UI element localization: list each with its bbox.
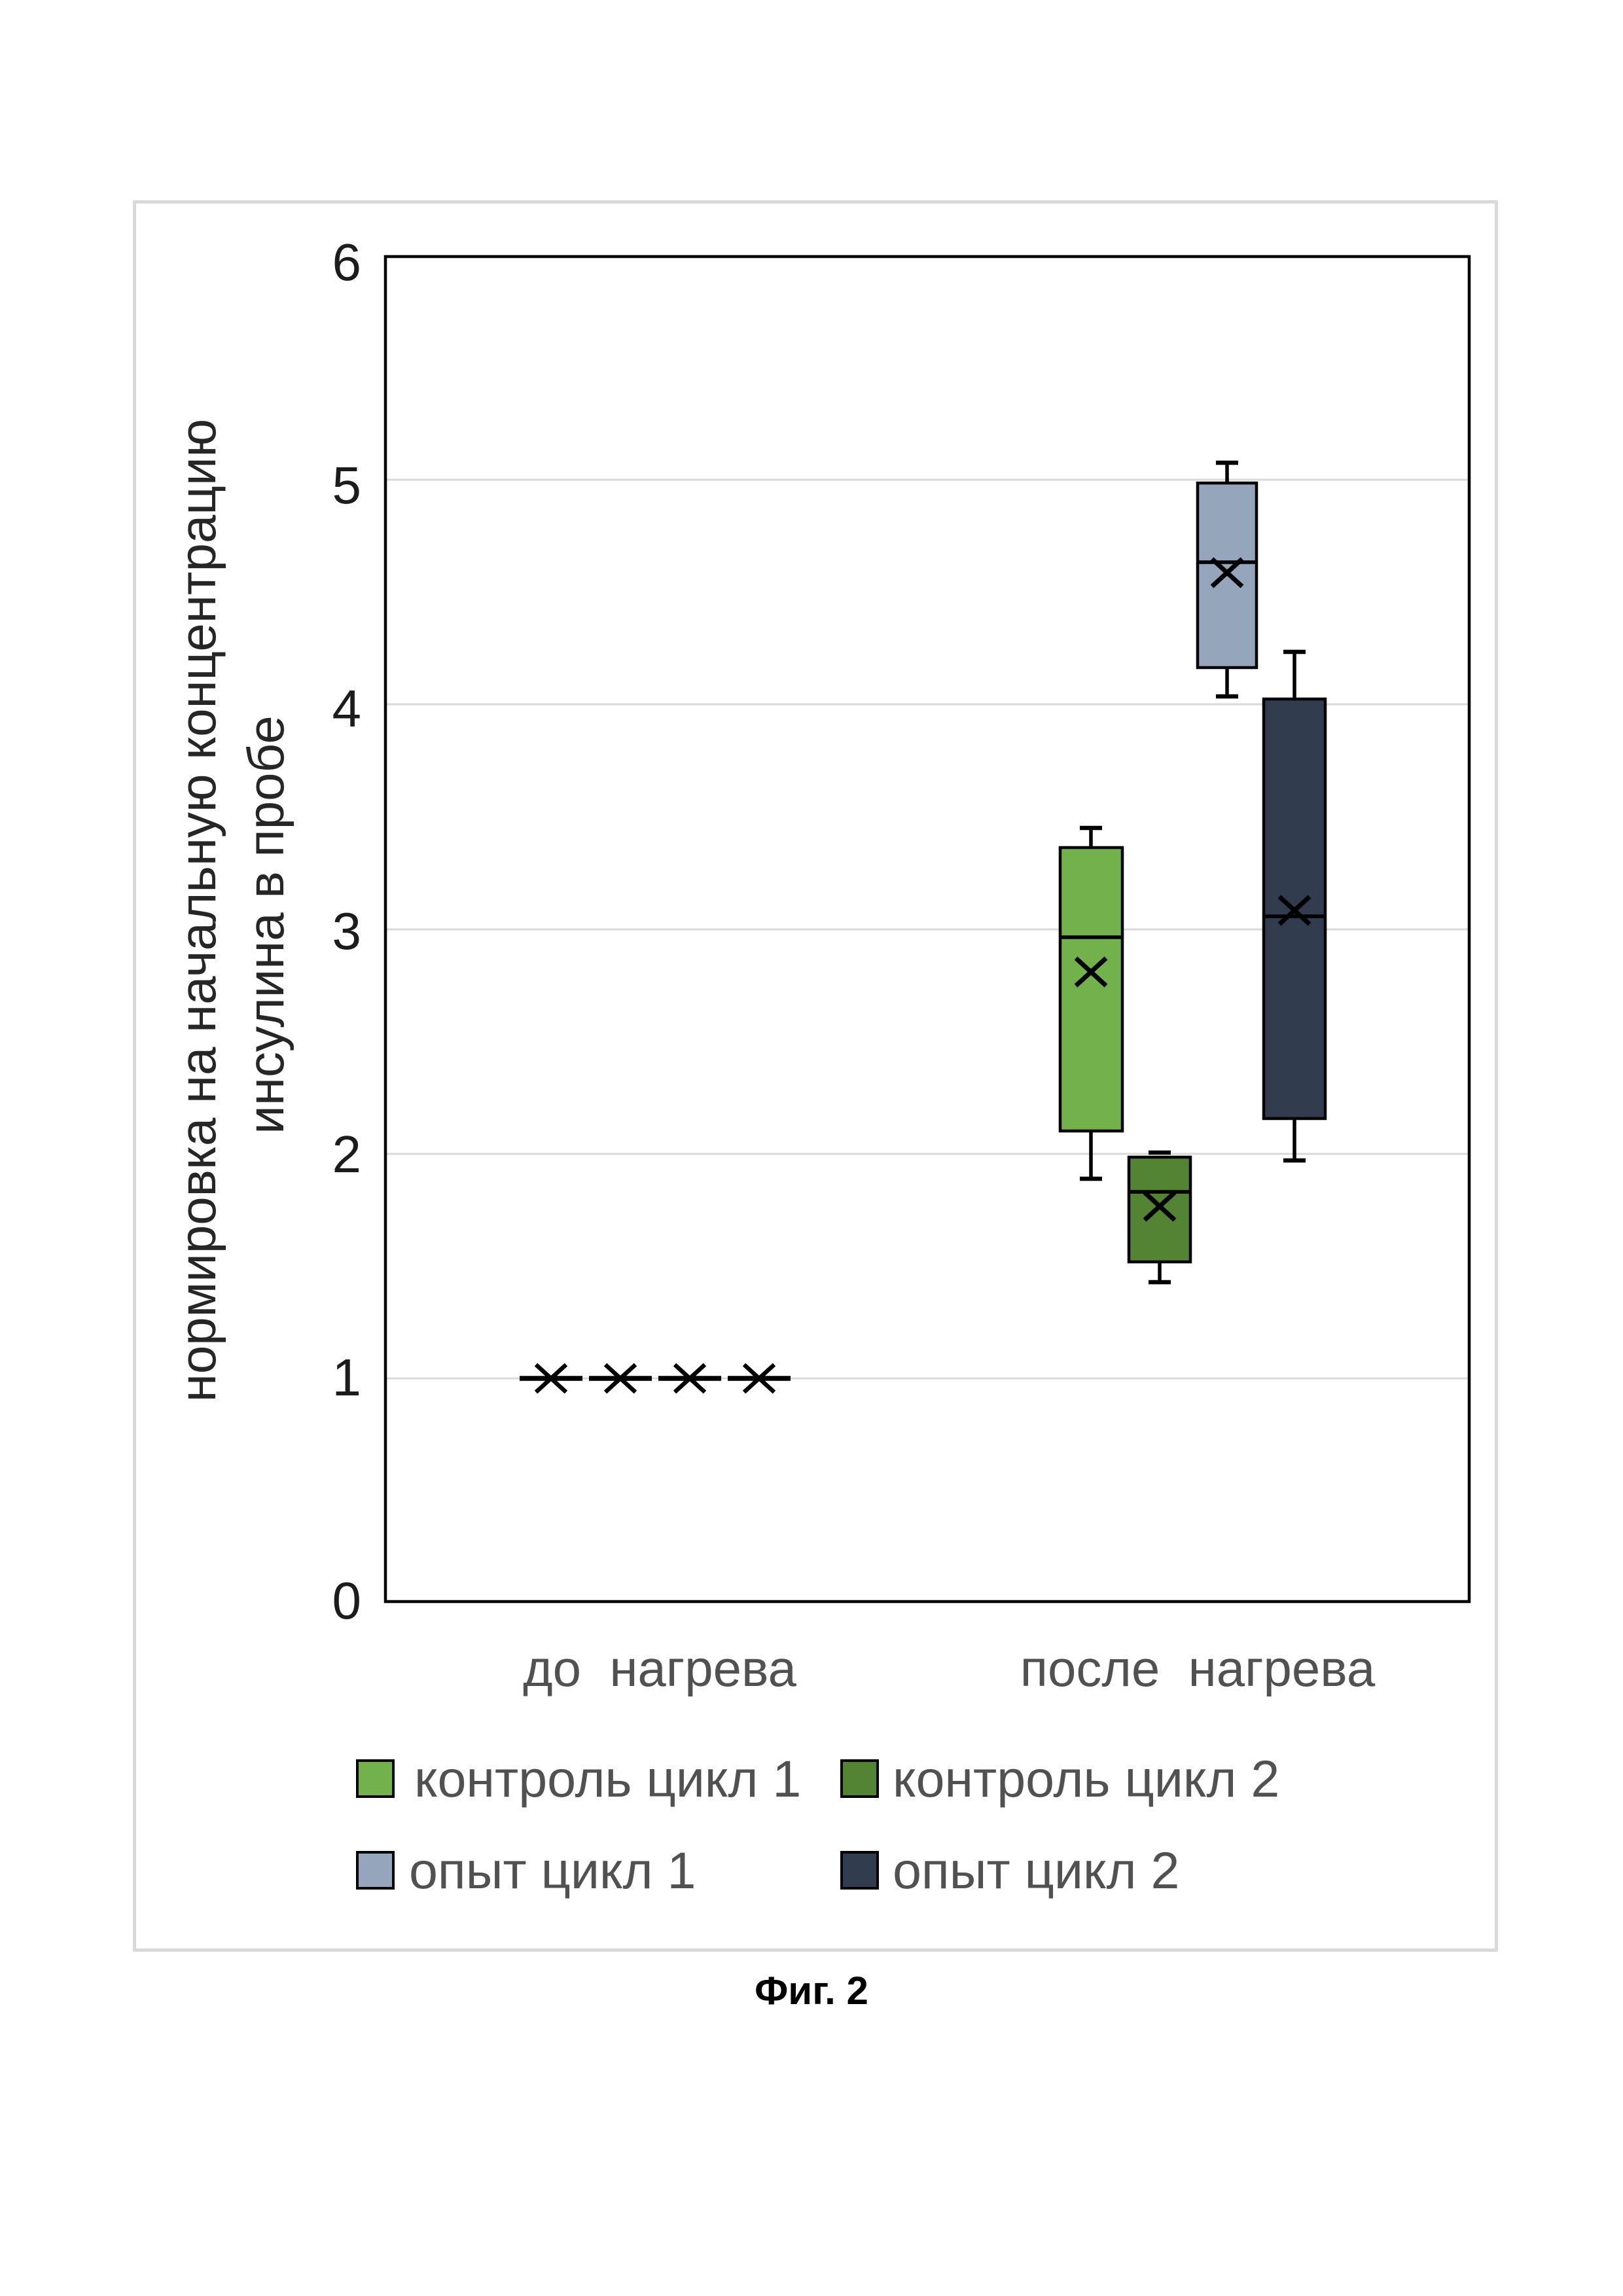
svg-text:контроль цикл 1: контроль цикл 1 — [414, 1749, 801, 1808]
svg-text:инсулина в пробе: инсулина в пробе — [237, 715, 294, 1134]
svg-text:1: 1 — [332, 1348, 362, 1407]
svg-text:3: 3 — [332, 902, 362, 960]
svg-text:опыт цикл 1: опыт цикл 1 — [409, 1841, 696, 1899]
svg-text:до нагрева: до нагрева — [523, 1640, 796, 1697]
svg-text:4: 4 — [332, 679, 362, 738]
svg-text:опыт цикл 2: опыт цикл 2 — [893, 1841, 1179, 1899]
svg-text:0: 0 — [332, 1571, 362, 1630]
svg-text:Фиг. 2: Фиг. 2 — [755, 1969, 868, 2013]
svg-text:6: 6 — [332, 233, 362, 291]
svg-text:2: 2 — [332, 1125, 362, 1183]
svg-text:после нагрева: после нагрева — [1020, 1640, 1376, 1697]
svg-text:нормировка на начальную концен: нормировка на начальную концентрацию — [169, 419, 226, 1402]
svg-text:контроль цикл 2: контроль цикл 2 — [893, 1749, 1279, 1808]
svg-text:5: 5 — [332, 456, 362, 514]
